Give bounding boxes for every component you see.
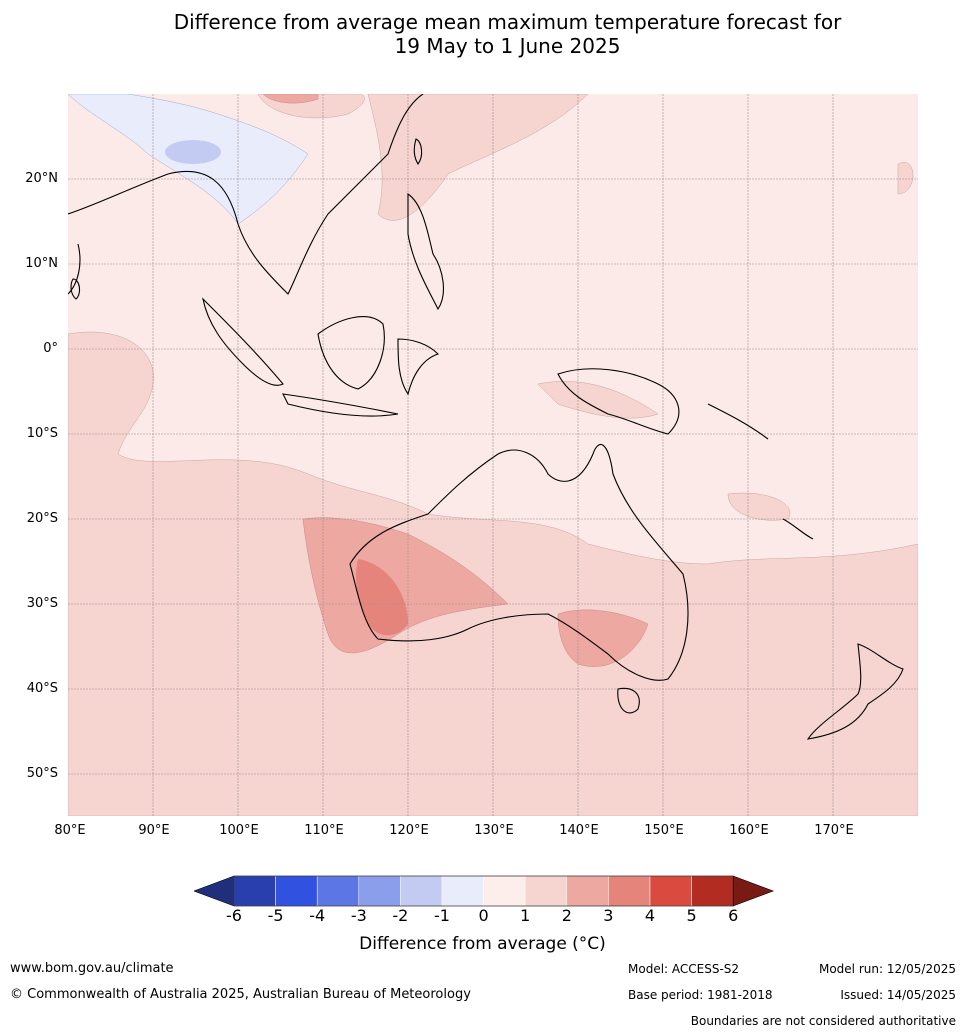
colorbar-tick-label: -2	[392, 906, 409, 925]
lon-label-140e: 140°E	[559, 823, 599, 838]
disclaimer-text: Boundaries are not considered authoritat…	[690, 1014, 956, 1028]
lon-label-80e: 80°E	[54, 823, 86, 838]
colorbar-cells	[194, 875, 774, 907]
lat-label-40s: 40°S	[26, 681, 58, 696]
lon-label-100e: 100°E	[219, 823, 259, 838]
colorbar-tick-label: -4	[309, 906, 326, 925]
lon-label-90e: 90°E	[138, 823, 170, 838]
anomaly-2-3-zones	[262, 94, 649, 667]
colorbar-cell	[441, 875, 484, 907]
colorbar-cell	[233, 875, 276, 907]
website-link[interactable]: www.bom.gov.au/climate	[10, 961, 174, 976]
colorbar-tick-label: 5	[686, 906, 697, 925]
lon-label-120e: 120°E	[389, 823, 429, 838]
colorbar-cell	[649, 875, 692, 907]
model-run-text: Model run: 12/05/2025	[818, 962, 956, 976]
colorbar-tick-label: -1	[434, 906, 450, 925]
lat-label-30s: 30°S	[26, 596, 58, 611]
colorbar-tick-label: -5	[267, 906, 284, 925]
model-text: Model: ACCESS-S2	[628, 962, 740, 976]
colorbar-cell	[400, 875, 443, 907]
title-line-1: Difference from average mean maximum tem…	[173, 10, 842, 34]
lon-label-160e: 160°E	[729, 823, 769, 838]
lat-label-10n: 10°N	[25, 256, 58, 271]
lat-label-50s: 50°S	[26, 766, 58, 781]
copyright-text: © Commonwealth of Australia 2025, Austra…	[10, 987, 471, 1002]
lon-label-150e: 150°E	[644, 823, 684, 838]
colorbar-cell	[691, 875, 734, 907]
issued-text: Issued: 14/05/2025	[840, 988, 956, 1002]
colorbar-extend-high	[732, 875, 774, 907]
forecast-map	[68, 94, 918, 816]
colorbar-label: Difference from average (°C)	[359, 934, 606, 954]
base-period-text: Base period: 1981-2018	[628, 988, 773, 1002]
map-svg	[68, 94, 918, 816]
colorbar-cell	[524, 875, 568, 907]
chart-title: Difference from average mean maximum tem…	[0, 10, 965, 58]
colorbar-tick-label: 0	[478, 906, 489, 925]
colorbar-extend-low	[194, 875, 235, 907]
lat-label-20n: 20°N	[25, 171, 58, 186]
colorbar-cell	[608, 875, 651, 907]
colorbar-cell	[358, 875, 401, 907]
colorbar-cell	[275, 875, 318, 907]
lon-label-170e: 170°E	[814, 823, 854, 838]
lat-label-20s: 20°S	[26, 511, 58, 526]
colorbar	[194, 875, 774, 907]
lon-label-110e: 110°E	[304, 823, 344, 838]
colorbar-cell	[316, 875, 360, 907]
colorbar-tick-label: -6	[226, 906, 242, 925]
title-line-2: 19 May to 1 June 2025	[394, 34, 621, 58]
colorbar-tick-label: 4	[644, 906, 656, 925]
coastlines	[68, 94, 904, 740]
colorbar-tick-label: -3	[350, 906, 367, 925]
colorbar-tick-label: 3	[603, 906, 614, 925]
anomaly-3-4-zones	[356, 559, 408, 636]
map-gridlines	[68, 94, 918, 816]
colorbar-tick-label: 6	[728, 906, 739, 925]
anomaly-minus-1-2-zone	[165, 140, 221, 164]
lat-label-10s: 10°S	[26, 426, 58, 441]
colorbar-cell	[566, 875, 609, 907]
colorbar-frame	[233, 875, 734, 907]
colorbar-tick-label: 2	[561, 906, 572, 925]
colorbar-cell	[483, 875, 526, 907]
lon-label-130e: 130°E	[474, 823, 514, 838]
colorbar-tick-label: 1	[520, 906, 531, 925]
lat-label-0: 0°	[43, 341, 58, 356]
